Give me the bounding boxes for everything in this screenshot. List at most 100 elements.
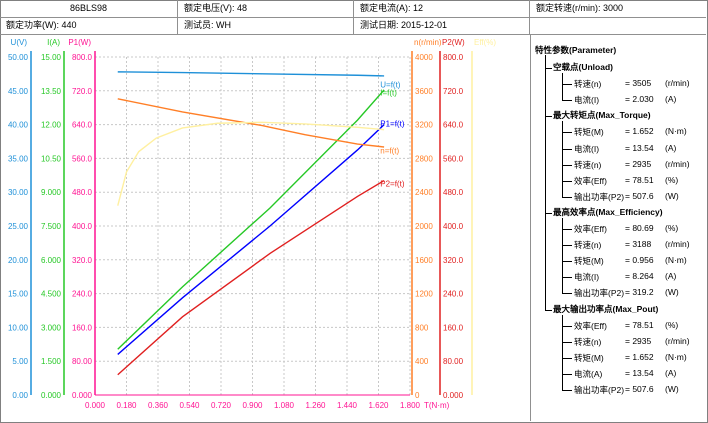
- series-line-I: [117, 89, 385, 350]
- y-tick-label-I: 1.500: [41, 357, 62, 366]
- param-item-unit: (N·m): [665, 255, 687, 266]
- param-item-value: = 13.54: [625, 367, 654, 378]
- y-tick-label-P2: 640.0: [443, 121, 464, 130]
- x-tick-label: 1.800: [400, 401, 421, 410]
- y-tick-label-P1: 640.0: [72, 121, 93, 130]
- param-item-label: 输出功率(P2): [574, 191, 625, 202]
- y-tick-label-U: 15.00: [8, 290, 29, 299]
- param-tree-section-branch: [545, 116, 552, 118]
- param-tree-branch: [562, 164, 572, 166]
- param-tree-branch: [562, 132, 572, 134]
- y-tick-label-P1: 800.0: [72, 53, 93, 62]
- parameter-title: 特性参数(Parameter): [535, 45, 617, 55]
- param-item-value: = 13.54: [625, 142, 654, 153]
- y-tick-label-I: 6.000: [41, 256, 62, 265]
- y-tick-label-I: 7.500: [41, 222, 62, 231]
- param-item-unit: (A): [665, 142, 677, 153]
- param-item-value: = 0.956: [625, 255, 654, 266]
- y-tick-label-I: 15.00: [41, 53, 62, 62]
- series-label-n: n=f(t): [380, 146, 399, 155]
- param-item-unit: (W): [665, 287, 679, 298]
- param-tree-branch: [562, 100, 572, 102]
- param-item-unit: (A): [665, 271, 677, 282]
- y-tick-label-P1: 480.0: [72, 188, 93, 197]
- y-tick-label-I: 13.50: [41, 87, 62, 96]
- param-item-unit: (A): [665, 94, 677, 105]
- x-tick-label: 0.360: [148, 401, 169, 410]
- motor-model: 86BLS98: [0, 0, 178, 17]
- y-tick-label-U: 10.00: [8, 323, 29, 332]
- param-item-value: = 507.6: [625, 384, 654, 394]
- y-tick-label-P1: 80.00: [72, 357, 93, 366]
- param-tree-branch: [562, 373, 572, 375]
- param-tree-branch: [562, 357, 572, 359]
- x-tick-label: 0.540: [179, 401, 200, 410]
- param-tree-branch: [562, 293, 572, 295]
- param-tree-section-branch: [545, 212, 552, 214]
- param-section-title: 最大转矩点(Max_Torque): [553, 110, 651, 121]
- param-item-label: 电流(A): [574, 368, 603, 379]
- y-tick-label-n: 2000: [415, 222, 433, 231]
- param-item-label: 转速(n): [574, 240, 602, 251]
- param-tree-branch: [562, 148, 572, 150]
- y-tick-label-P1: 560.0: [72, 154, 93, 163]
- series-line-P2: [117, 179, 385, 376]
- parameter-panel: 特性参数(Parameter) 空载点(Unload) 转速(n) = 3505 (r/…: [530, 35, 707, 421]
- param-item-label: 转矩(M): [574, 256, 604, 267]
- series-label-P1: P1=f(t): [380, 120, 405, 129]
- param-item-label: 输出功率(P2): [574, 288, 625, 299]
- param-item-label: 输出功率(P2): [574, 385, 625, 395]
- y-tick-label-n: 1600: [415, 256, 433, 265]
- param-item-value: = 2935: [625, 335, 652, 346]
- param-item-unit: (W): [665, 190, 679, 201]
- y-tick-label-I: 3.000: [41, 323, 62, 332]
- param-item-value: = 3188: [625, 239, 652, 250]
- header-empty-cell: [530, 17, 706, 34]
- param-tree-section-branch: [545, 68, 552, 69]
- param-item-value: = 319.2: [625, 287, 654, 298]
- y-axis-title-P2: P2(W): [442, 38, 465, 47]
- param-item-unit: (%): [665, 223, 679, 233]
- param-item-label: 转矩(M): [574, 352, 604, 363]
- rated-current: 额定电流(A): 12: [354, 0, 530, 17]
- param-tree-branch: [562, 229, 572, 230]
- y-tick-label-n: 2800: [415, 154, 433, 163]
- param-item-label: 效率(Eff): [574, 320, 607, 331]
- y-axis-title-I: I(A): [47, 38, 60, 47]
- x-tick-label: 1.260: [305, 401, 326, 410]
- param-section-title: 最高效率点(Max_Efficiency): [553, 206, 663, 217]
- header-row-2: 额定功率(W): 440 测试员: WH 测试日期: 2015-12-01: [0, 17, 706, 35]
- y-axis-title-P1: P1(W): [68, 38, 91, 47]
- x-axis-label: T(N·m): [424, 401, 450, 410]
- y-tick-label-P2: 400.0: [443, 222, 464, 231]
- param-item-value: = 2.030: [625, 94, 654, 105]
- y-tick-label-I: 9.000: [41, 188, 62, 197]
- rating-header: 86BLS98 额定电压(V): 48 额定电流(A): 12 额定转速(r/m…: [0, 0, 706, 35]
- param-tree-branch: [562, 196, 572, 198]
- series-line-U: [117, 71, 385, 77]
- param-tree-branch: [562, 341, 572, 343]
- param-item-unit: (A): [665, 367, 677, 378]
- param-item-unit: (N·m): [665, 126, 687, 137]
- motor-curve-chart: 0.000 0.180 0.360 0.540 0.720 0.900 1.080 1.260…: [8, 38, 496, 410]
- y-tick-label-n: 0: [415, 391, 420, 400]
- param-tree-branch: [562, 261, 572, 263]
- series-line-Eff: [117, 121, 385, 206]
- x-tick-label: 1.620: [368, 401, 389, 410]
- y-tick-label-U: 50.00: [8, 53, 29, 62]
- x-tick-label: 0.900: [242, 401, 263, 410]
- y-tick-label-U: 5.00: [12, 357, 28, 366]
- y-tick-label-P2: 160.0: [443, 323, 464, 332]
- y-axis-title-Eff: Eff(%): [474, 38, 496, 47]
- param-item-unit: (r/min): [665, 239, 690, 250]
- param-tree-branch: [562, 180, 572, 182]
- param-tree-root: [545, 55, 546, 310]
- y-tick-label-U: 25.00: [8, 222, 29, 231]
- param-item-value: = 2935: [625, 158, 652, 169]
- y-tick-label-n: 2400: [415, 188, 433, 197]
- param-tree-branch: [562, 277, 572, 279]
- y-tick-label-P1: 240.0: [72, 290, 93, 299]
- y-tick-label-n: 4000: [415, 53, 433, 62]
- y-tick-label-P2: 800.0: [443, 53, 464, 62]
- param-tree-stem: [562, 121, 563, 197]
